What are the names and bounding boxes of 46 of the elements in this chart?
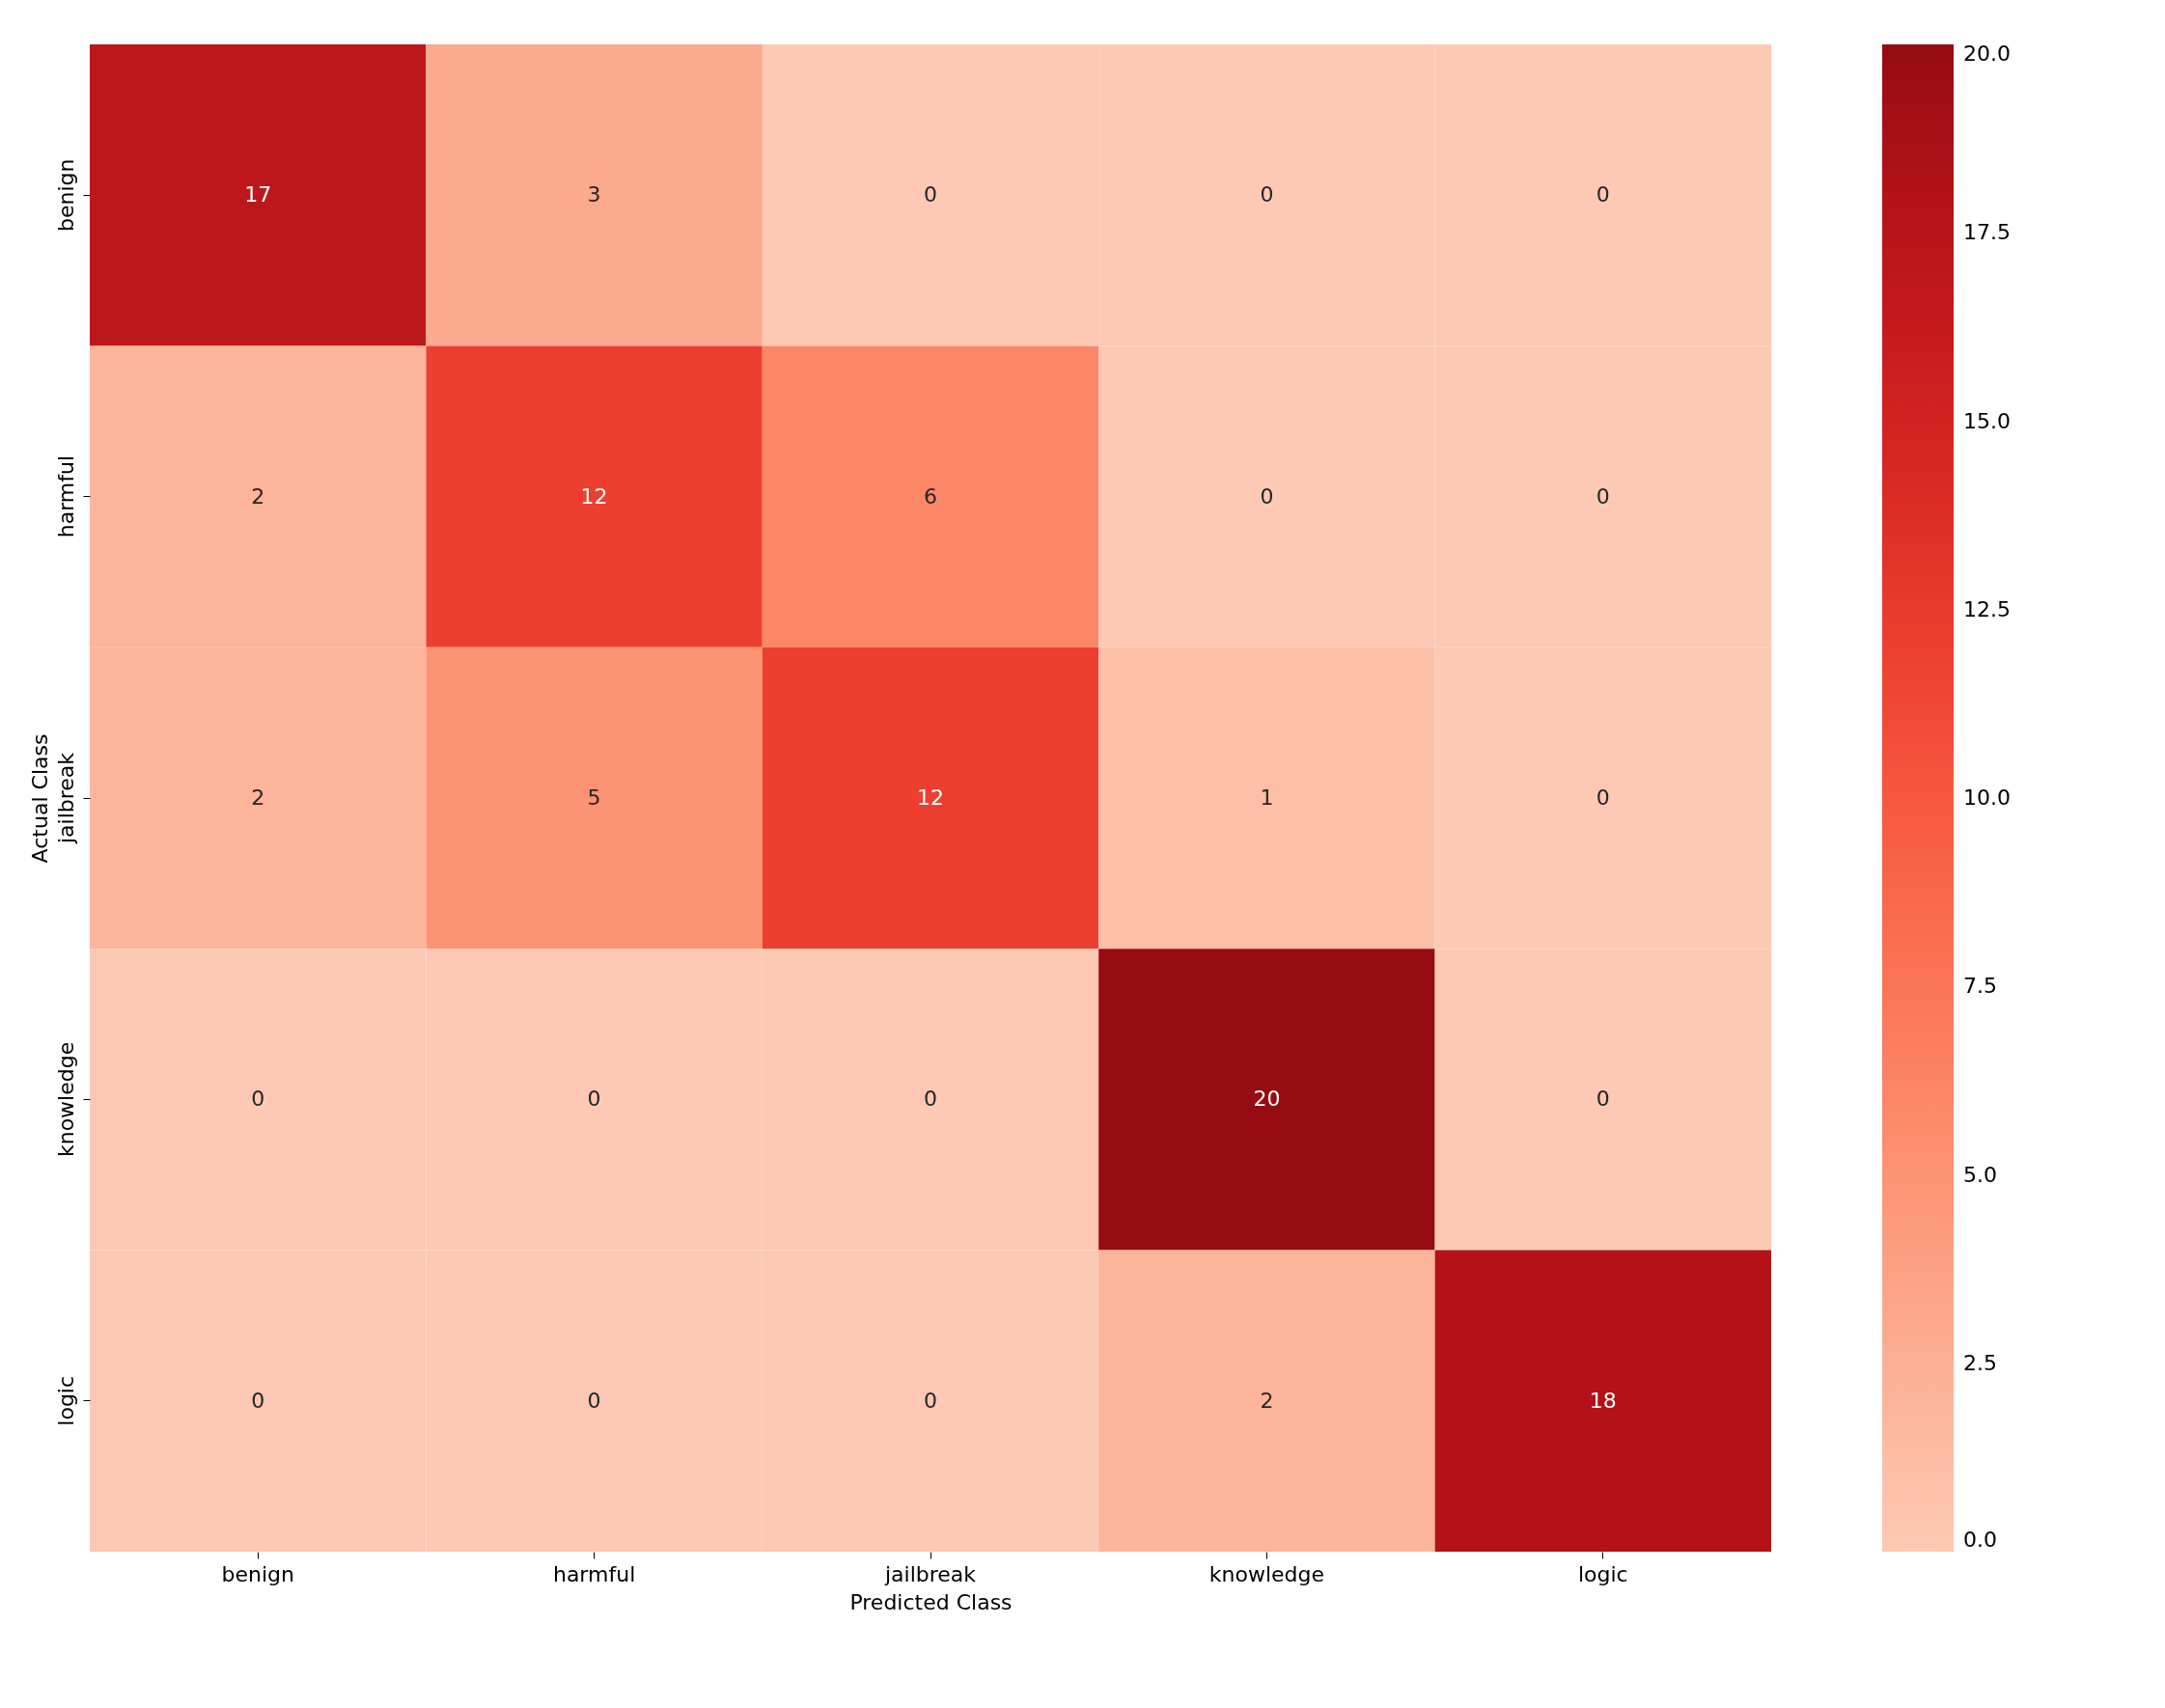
data-label: 18 [1589, 1388, 1617, 1413]
data-label: 0 [1596, 785, 1610, 810]
data-label: 0 [587, 1087, 601, 1112]
color-bar-label: 5.0 [1963, 1162, 1997, 1187]
color-bar-label: 12.5 [1963, 596, 2011, 621]
data-label: 0 [1596, 182, 1610, 207]
data-label: 0 [251, 1388, 265, 1413]
color-bar-label: 0.0 [1963, 1528, 1997, 1552]
data-label: 0 [587, 1388, 601, 1413]
color-bar-label: 15.0 [1963, 408, 2011, 433]
y-tick-label: logic [53, 1375, 78, 1426]
data-label: 2 [251, 785, 265, 810]
data-label: 0 [1260, 483, 1274, 509]
data-label: 0 [924, 1388, 937, 1413]
x-tick-label: jailbreak [883, 1561, 977, 1586]
y-tick-label: jailbreak [53, 752, 78, 845]
data-label: 12 [917, 785, 944, 810]
data-label: 5 [587, 785, 601, 810]
data-label: 2 [251, 483, 265, 509]
data-label: 0 [1260, 182, 1274, 207]
color-bar-label: 20.0 [1963, 41, 2011, 66]
x-tick-label: logic [1577, 1561, 1628, 1586]
y-tick-label: benign [53, 158, 78, 232]
color-bar-label: 10.0 [1963, 785, 2011, 810]
data-label: 6 [924, 483, 937, 509]
color-bar-label: 7.5 [1963, 974, 1997, 999]
data-label: 2 [1260, 1388, 1274, 1413]
y-tick-label: harmful [53, 455, 78, 538]
data-label: 0 [924, 1087, 937, 1112]
x-tick-label: benign [221, 1561, 294, 1586]
y-axis-title: Actual Class [27, 733, 52, 864]
color-bar-label: 17.5 [1963, 220, 2011, 245]
data-label: 20 [1253, 1087, 1281, 1112]
x-tick-label: knowledge [1208, 1561, 1325, 1586]
data-label: 0 [1596, 1087, 1610, 1112]
data-label: 12 [580, 483, 608, 509]
y-tick-label: knowledge [53, 1041, 78, 1158]
x-tick-label: harmful [552, 1561, 636, 1586]
x-axis-title: Predicted Class [849, 1589, 1013, 1614]
data-label: 1 [1260, 785, 1274, 810]
data-label: 0 [924, 182, 937, 207]
data-label: 3 [587, 182, 601, 207]
data-label: 0 [1596, 483, 1610, 509]
color-bar-label: 2.5 [1963, 1350, 1997, 1375]
data-label: 17 [244, 182, 272, 207]
data-label: 0 [251, 1087, 265, 1112]
